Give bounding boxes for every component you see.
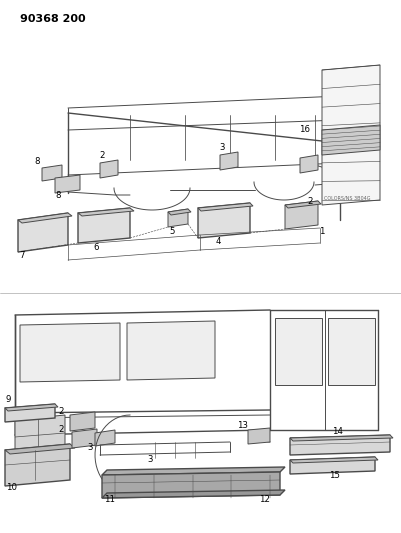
Polygon shape [290, 457, 375, 474]
Polygon shape [78, 208, 134, 216]
Polygon shape [5, 404, 55, 422]
Polygon shape [55, 175, 80, 193]
Text: 12: 12 [259, 496, 271, 505]
Polygon shape [198, 203, 250, 238]
Text: 6: 6 [93, 243, 99, 252]
Polygon shape [5, 444, 75, 454]
Text: 10: 10 [6, 483, 17, 492]
Text: 3: 3 [147, 456, 153, 464]
Text: 16: 16 [299, 125, 310, 134]
Polygon shape [290, 435, 390, 455]
Polygon shape [248, 428, 270, 444]
Text: 8: 8 [34, 157, 40, 166]
Polygon shape [127, 321, 215, 380]
Polygon shape [70, 412, 95, 431]
Polygon shape [328, 318, 375, 385]
Text: 3: 3 [219, 143, 225, 152]
Text: 1: 1 [319, 228, 325, 237]
Text: 14: 14 [332, 427, 344, 437]
Polygon shape [220, 152, 238, 170]
Polygon shape [198, 203, 253, 211]
Polygon shape [78, 208, 130, 243]
Polygon shape [18, 213, 68, 252]
Text: 4: 4 [215, 238, 221, 246]
Polygon shape [42, 165, 62, 181]
Text: 7: 7 [19, 251, 25, 260]
Polygon shape [95, 430, 115, 446]
Text: 2: 2 [99, 150, 105, 159]
Text: 5: 5 [169, 228, 175, 237]
Polygon shape [72, 429, 97, 448]
Text: 2: 2 [59, 425, 64, 434]
Text: 2: 2 [59, 408, 64, 416]
Polygon shape [322, 125, 380, 155]
Polygon shape [15, 415, 65, 460]
Text: 8: 8 [55, 190, 61, 199]
Polygon shape [5, 444, 70, 486]
Text: 15: 15 [330, 471, 340, 480]
Polygon shape [168, 209, 188, 227]
Text: 11: 11 [105, 496, 115, 505]
Polygon shape [290, 457, 378, 463]
Polygon shape [100, 160, 118, 178]
Text: 3: 3 [87, 442, 93, 451]
Polygon shape [20, 323, 120, 382]
Text: 9: 9 [6, 395, 11, 405]
Polygon shape [285, 201, 318, 229]
Polygon shape [5, 404, 58, 411]
Polygon shape [102, 472, 280, 498]
Text: 13: 13 [237, 421, 248, 430]
Polygon shape [102, 467, 285, 475]
Polygon shape [285, 201, 321, 208]
Text: COLORS/NS 3B04G: COLORS/NS 3B04G [324, 196, 370, 200]
Polygon shape [168, 209, 191, 215]
Polygon shape [275, 318, 322, 385]
Polygon shape [322, 65, 380, 205]
Polygon shape [18, 213, 72, 223]
Text: 2: 2 [307, 198, 313, 206]
Polygon shape [300, 155, 318, 173]
Polygon shape [102, 490, 285, 498]
Polygon shape [290, 435, 393, 441]
Text: 90368 200: 90368 200 [20, 14, 86, 24]
